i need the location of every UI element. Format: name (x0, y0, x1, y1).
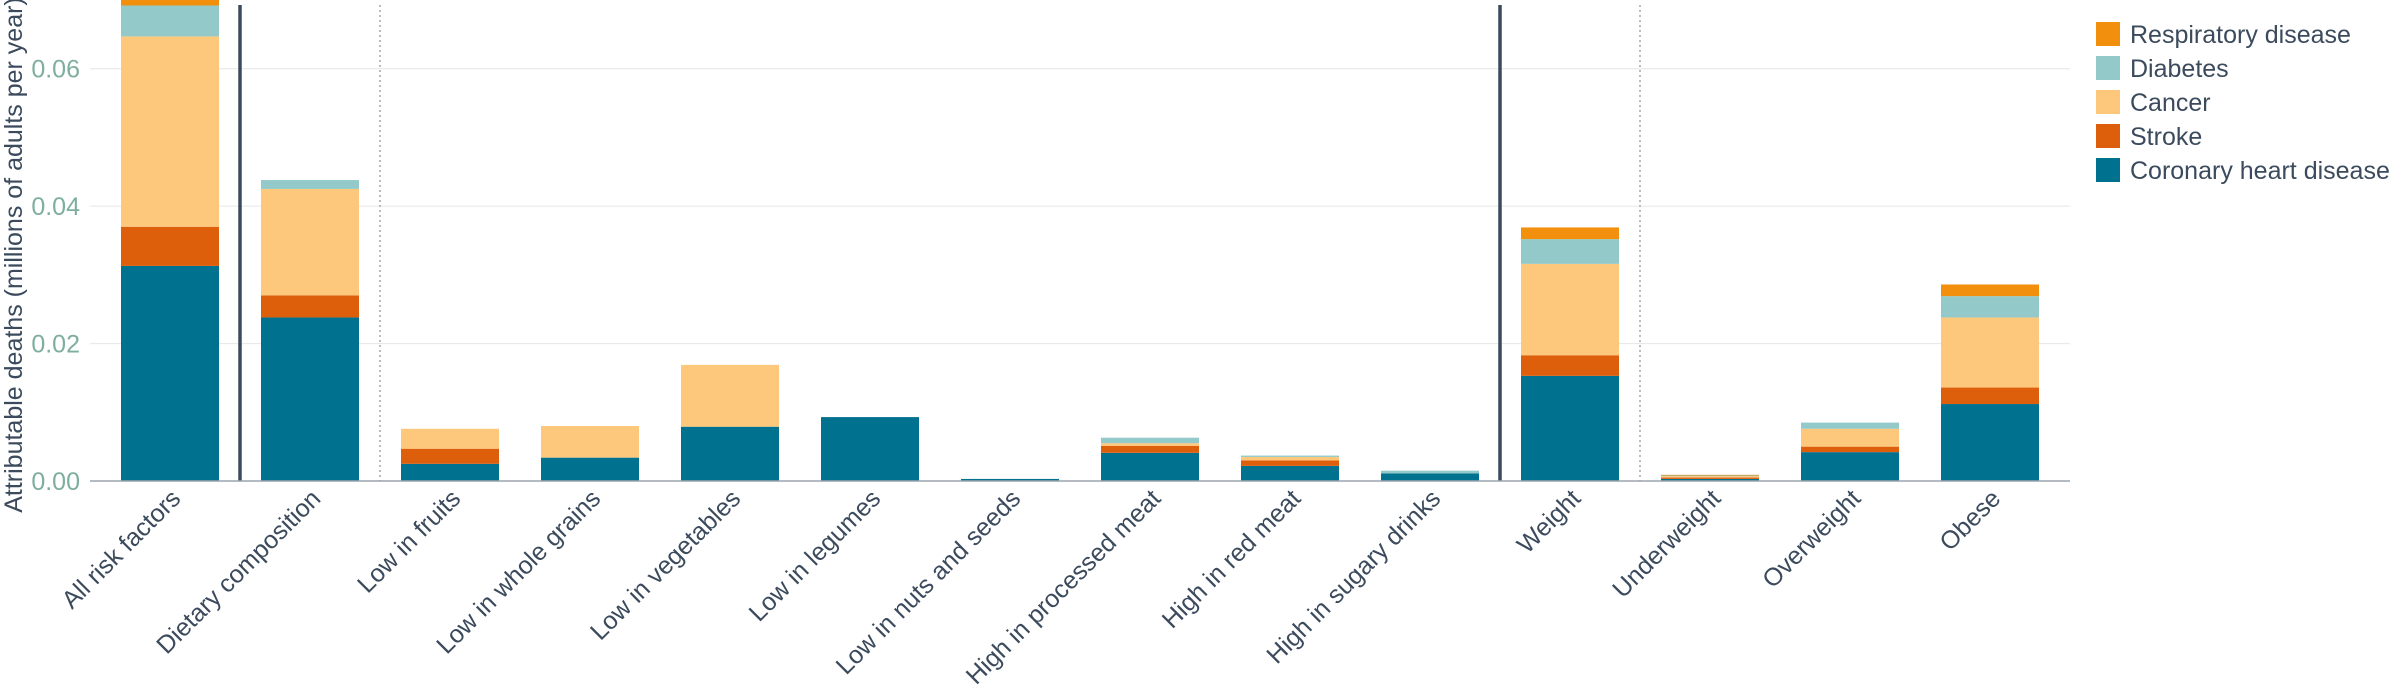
bar-segment-stroke (261, 295, 359, 318)
x-tick-label: Weight (1512, 484, 1587, 559)
y-axis-label: Attributable deaths (millions of adults … (0, 0, 28, 513)
y-tick-label: 0.02 (31, 331, 80, 359)
legend-swatch (2096, 124, 2120, 148)
bar-stack (261, 180, 359, 481)
bar-segment-respiratory-disease (121, 0, 219, 6)
bar-segment-cancer (401, 428, 499, 449)
bar-segment-coronary-heart-disease (821, 417, 919, 481)
legend-item: Cancer (2096, 89, 2211, 117)
bar-stack (1801, 422, 1899, 481)
bar-segment-cancer (1941, 317, 2039, 388)
bar-segment-coronary-heart-disease (1521, 375, 1619, 481)
gridlines (90, 68, 2070, 345)
bar-segment-coronary-heart-disease (541, 457, 639, 481)
bar-segment-coronary-heart-disease (1941, 404, 2039, 481)
x-tick-label: Low in vegetables (585, 484, 746, 645)
bar-segment-stroke (1521, 355, 1619, 376)
y-tick-label: 0.00 (31, 468, 80, 496)
bars (121, 0, 2039, 481)
bar-stack (1941, 284, 2039, 481)
bar-segment-diabetes (1801, 422, 1899, 429)
group-dividers (238, 5, 1641, 481)
bar-segment-stroke (1241, 460, 1339, 466)
bar-stack (961, 478, 1059, 481)
bar-segment-stroke (401, 448, 499, 464)
legend-item: Coronary heart disease (2096, 157, 2390, 185)
bar-segment-diabetes (1941, 296, 2039, 318)
legend-label: Cancer (2130, 89, 2211, 117)
bar-stack (821, 417, 919, 481)
bar-segment-diabetes (1521, 239, 1619, 264)
bar-stack (681, 364, 779, 481)
x-tick-label: All risk factors (56, 484, 186, 614)
bar-segment-stroke (1941, 387, 2039, 405)
y-axis-ticks: 0.00 0.02 0.04 0.06 (31, 56, 80, 496)
bar-segment-stroke (1661, 477, 1759, 479)
bar-stack (1381, 470, 1479, 481)
bar-segment-diabetes (1241, 455, 1339, 457)
x-tick-label: Obese (1934, 484, 2006, 556)
bar-segment-coronary-heart-disease (1801, 452, 1899, 481)
y-tick-label: 0.04 (31, 193, 80, 221)
bar-segment-diabetes (121, 5, 219, 37)
bar-segment-coronary-heart-disease (681, 426, 779, 481)
legend-swatch (2096, 56, 2120, 80)
bar-segment-stroke (121, 226, 219, 266)
bar-stack (1521, 227, 1619, 481)
bar-segment-cancer (541, 426, 639, 458)
legend-swatch (2096, 90, 2120, 114)
bar-segment-diabetes (261, 180, 359, 189)
bar-segment-cancer (1241, 456, 1339, 461)
bar-segment-coronary-heart-disease (1661, 478, 1759, 481)
bar-segment-diabetes (1661, 475, 1759, 477)
x-tick-label: Underweight (1607, 484, 1726, 603)
legend-swatch (2096, 22, 2120, 46)
bar-segment-cancer (1101, 443, 1199, 446)
legend-swatch (2096, 158, 2120, 182)
bar-segment-cancer (681, 364, 779, 427)
x-tick-label: Overweight (1757, 484, 1866, 593)
bar-segment-coronary-heart-disease (261, 317, 359, 481)
bar-segment-coronary-heart-disease (1241, 465, 1339, 481)
bar-stack (1101, 437, 1199, 481)
bar-segment-stroke (1801, 446, 1899, 453)
x-tick-label: High in red meat (1157, 484, 1307, 634)
legend-item: Respiratory disease (2096, 21, 2351, 49)
bar-segment-respiratory-disease (1941, 284, 2039, 297)
bar-segment-cancer (1521, 263, 1619, 356)
bar-segment-coronary-heart-disease (1381, 473, 1479, 481)
x-tick-label: Low in legumes (744, 484, 887, 627)
legend-label: Coronary heart disease (2130, 157, 2390, 185)
bar-segment-coronary-heart-disease (961, 478, 1059, 481)
bar-stack (1661, 474, 1759, 481)
legend-item: Stroke (2096, 123, 2202, 151)
bar-segment-coronary-heart-disease (1101, 452, 1199, 481)
legend-label: Respiratory disease (2130, 21, 2351, 49)
bar-segment-cancer (1661, 476, 1759, 478)
bar-segment-coronary-heart-disease (401, 463, 499, 481)
legend-item: Diabetes (2096, 55, 2229, 83)
y-tick-label: 0.06 (31, 56, 80, 84)
legend: Respiratory disease Diabetes Cancer Stroke C… (2096, 21, 2390, 185)
bar-segment-cancer (121, 36, 219, 227)
legend-label: Diabetes (2130, 55, 2229, 83)
bar-segment-cancer (261, 188, 359, 296)
bar-stack (121, 0, 219, 481)
legend-label: Stroke (2130, 123, 2202, 151)
bar-segment-diabetes (1381, 470, 1479, 474)
bar-segment-stroke (1101, 445, 1199, 453)
bar-segment-respiratory-disease (1521, 227, 1619, 240)
bar-segment-diabetes (1101, 437, 1199, 444)
x-tick-label: Low in fruits (352, 484, 466, 598)
bar-segment-respiratory-disease (1661, 474, 1759, 476)
bar-segment-coronary-heart-disease (121, 265, 219, 481)
bar-stack (401, 428, 499, 481)
bar-stack (541, 426, 639, 481)
bar-segment-cancer (1801, 428, 1899, 447)
bar-stack (1241, 455, 1339, 481)
